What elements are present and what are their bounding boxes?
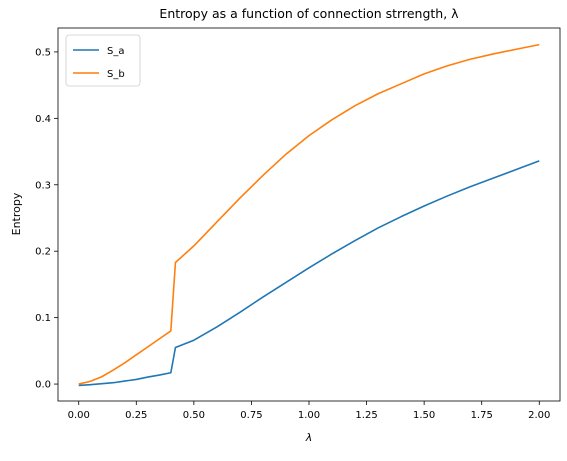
legend: S_a S_b (65, 34, 141, 87)
series-line-s-b (78, 43, 540, 385)
x-tick-label: 0.00 (68, 410, 90, 421)
x-axis-label: λ (305, 431, 313, 444)
legend-label-s-a: S_a (107, 46, 124, 57)
y-tick-label: 0.4 (35, 114, 51, 125)
plot-area (78, 43, 540, 387)
legend-box (65, 34, 141, 87)
y-tick-label: 0.5 (35, 47, 51, 58)
x-axis: 0.00 0.25 0.50 0.75 1.00 1.25 1.50 1.75 2.00 (68, 401, 550, 421)
x-tick-label: 2.00 (528, 410, 550, 421)
y-tick-label: 0.1 (35, 313, 51, 324)
y-tick-label: 0.0 (35, 380, 51, 391)
series-line-s-a (78, 160, 540, 387)
x-tick-label: 1.25 (355, 410, 377, 421)
legend-label-s-b: S_b (107, 69, 125, 80)
y-tick-label: 0.2 (35, 247, 51, 258)
y-axis: 0.0 0.1 0.2 0.3 0.4 0.5 (35, 47, 58, 391)
x-tick-label: 0.25 (125, 410, 147, 421)
y-tick-label: 0.3 (35, 180, 51, 191)
x-tick-label: 1.75 (471, 410, 493, 421)
y-axis-label: Entropy (10, 192, 23, 235)
x-tick-label: 0.75 (240, 410, 262, 421)
series-layer (78, 43, 540, 387)
chart-title: Entropy as a function of connection strr… (159, 6, 459, 21)
x-tick-label: 1.50 (413, 410, 435, 421)
x-tick-label: 1.00 (298, 410, 320, 421)
x-tick-label: 0.50 (183, 410, 205, 421)
